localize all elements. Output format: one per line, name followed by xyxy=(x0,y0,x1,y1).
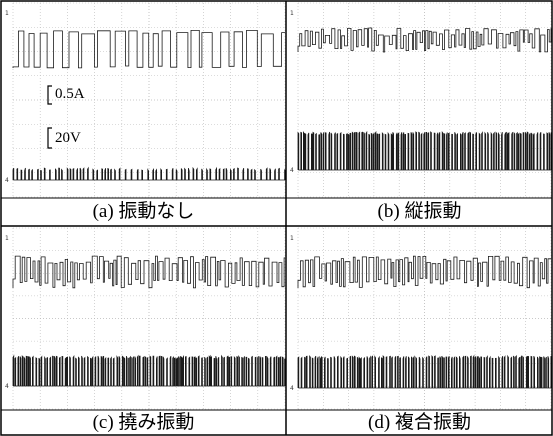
svg-text:1: 1 xyxy=(5,235,9,242)
current-scale-bracket xyxy=(47,85,52,105)
panel-a-voltage-trace xyxy=(12,166,286,181)
caption-d: (d) 複合振動 xyxy=(368,412,471,433)
panel-a-current-trace xyxy=(12,30,285,69)
svg-text:4: 4 xyxy=(290,385,294,392)
svg-text:1: 1 xyxy=(290,235,294,242)
svg-text:4: 4 xyxy=(5,177,9,184)
current-scale-label: 0.5A xyxy=(55,86,85,102)
voltage-scale-bracket xyxy=(47,127,52,149)
scale-brackets xyxy=(47,85,52,149)
svg-text:1: 1 xyxy=(290,10,294,17)
panel-d-current-trace xyxy=(297,255,551,289)
panel-c-voltage-trace xyxy=(12,354,286,387)
caption-c: (c) 撓み振動 xyxy=(92,412,195,433)
panel-b-voltage-trace xyxy=(297,130,553,171)
panel-c-current-trace xyxy=(12,255,285,289)
panel-a-grid: 14 xyxy=(5,2,286,198)
caption-b: (b) 縦振動 xyxy=(377,201,462,222)
svg-text:4: 4 xyxy=(290,167,294,174)
panel-d-voltage-trace xyxy=(297,354,553,389)
caption-a: (a) 振動なし xyxy=(92,201,195,222)
svg-text:4: 4 xyxy=(5,383,9,390)
svg-text:1: 1 xyxy=(5,10,9,17)
panel-b-current-trace xyxy=(297,27,552,53)
voltage-scale-label: 20V xyxy=(55,130,81,146)
